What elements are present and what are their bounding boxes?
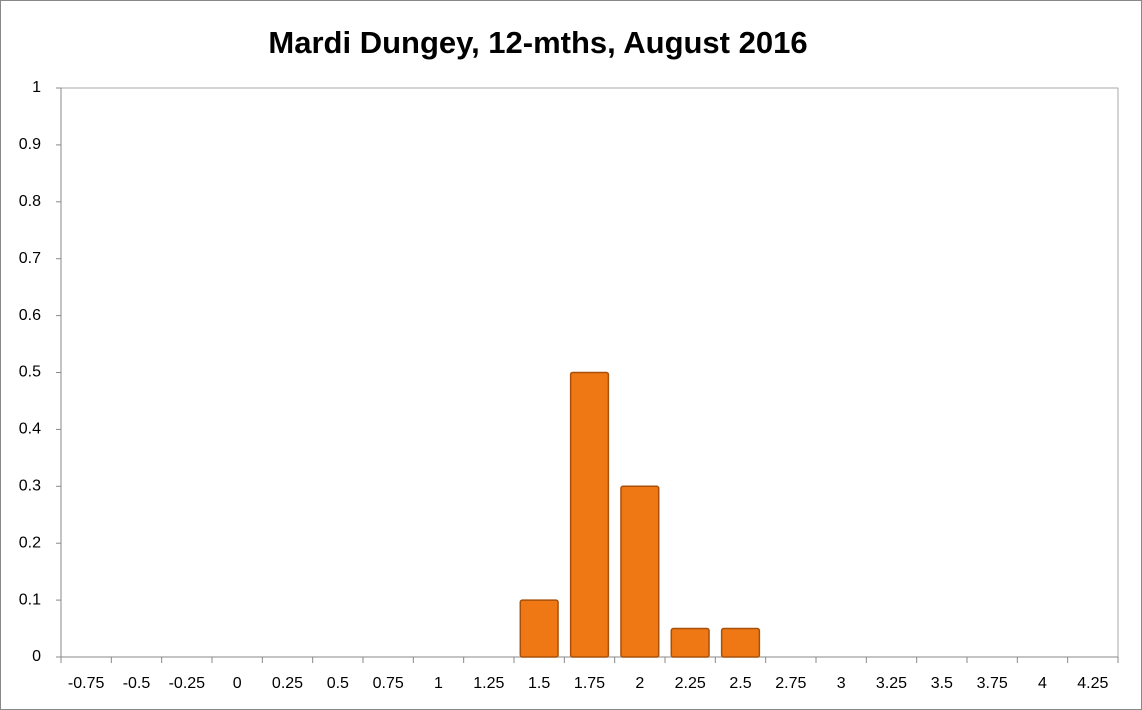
bar [569, 371, 610, 658]
x-tick-label: 2.25 [675, 675, 706, 692]
x-tick-label: 4.25 [1077, 675, 1108, 692]
y-tick-label: 0.9 [19, 136, 41, 153]
y-tick-label: 0.3 [19, 478, 41, 495]
bar [620, 485, 660, 658]
y-tick-label: 0.6 [19, 307, 41, 324]
bar [670, 627, 710, 658]
y-tick-label: 1 [32, 79, 41, 96]
x-tick-label: 3.5 [931, 675, 953, 692]
x-tick-label: 0.75 [373, 675, 404, 692]
x-tick-label: 1.5 [528, 675, 550, 692]
bar [519, 599, 559, 658]
x-tick-label: 3.75 [977, 675, 1008, 692]
x-tick-label: 1.75 [574, 675, 605, 692]
x-tick-label: -0.5 [123, 675, 151, 692]
x-tick-label: 3 [837, 675, 846, 692]
chart-title: Mardi Dungey, 12-mths, August 2016 [268, 25, 807, 60]
x-tick-label: 1 [434, 675, 443, 692]
x-tick-label: 1.25 [473, 675, 504, 692]
x-tick-label: 2.5 [729, 675, 751, 692]
y-tick-label: 0.5 [19, 364, 41, 381]
y-tick-label: 0.8 [19, 193, 41, 210]
y-tick-label: 0.1 [19, 591, 41, 608]
x-tick-label: 2 [635, 675, 644, 692]
y-tick-label: 0.2 [19, 534, 41, 551]
y-tick-label: 0.7 [19, 250, 41, 267]
y-tick-label: 0 [32, 648, 41, 665]
x-tick-label: 0 [233, 675, 242, 692]
x-tick-label: 2.75 [775, 675, 806, 692]
x-tick-label: 3.25 [876, 675, 907, 692]
x-tick-label: -0.75 [68, 675, 105, 692]
x-tick-label: -0.25 [169, 675, 206, 692]
bar [720, 627, 761, 658]
x-tick-label: 0.5 [327, 675, 349, 692]
x-tick-label: 4 [1038, 675, 1047, 692]
x-tick-label: 0.25 [272, 675, 303, 692]
y-tick-label: 0.4 [19, 421, 41, 438]
